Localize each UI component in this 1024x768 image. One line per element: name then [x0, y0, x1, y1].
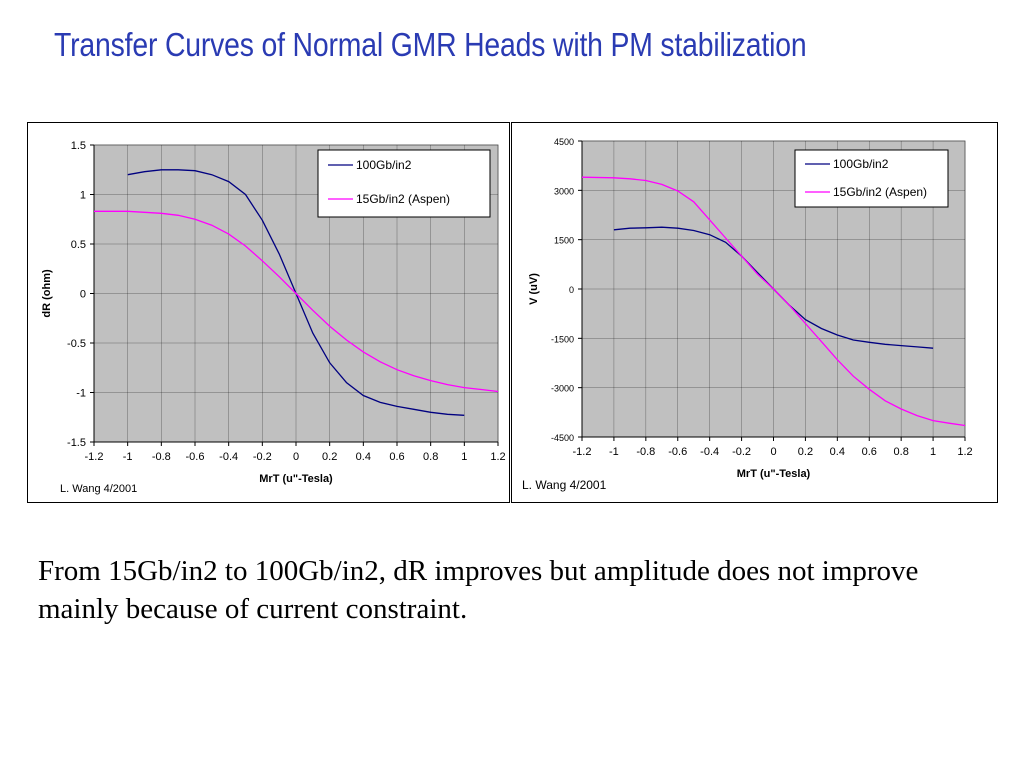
- x-tick-label: 1.2: [957, 446, 972, 458]
- x-tick-label: 0.6: [389, 451, 404, 463]
- y-tick-label: 4500: [554, 137, 574, 147]
- legend: [317, 149, 491, 218]
- x-tick-label: 1.2: [490, 451, 505, 463]
- chart-dr-svg: -1.2 -1 -0.8 -0.6 -0.4 -0.2 0 0.2 0.4 0.6 0.8 1 1.2 1…: [41, 140, 506, 485]
- legend-entry: 100Gb/in2: [833, 157, 889, 171]
- legend-entry: 15Gb/in2 (Aspen): [356, 192, 450, 206]
- x-tick-label: 0.4: [356, 451, 371, 463]
- x-axis-label: MrT (u"-Tesla): [737, 468, 811, 480]
- y-tick-label: -0.5: [67, 338, 86, 350]
- x-tick-label: 0.8: [894, 446, 909, 458]
- x-tick-label: 0: [770, 446, 776, 458]
- chart-credit: L. Wang 4/2001: [522, 478, 607, 492]
- x-tick-label: 0.8: [423, 451, 438, 463]
- y-tick-label: 0: [569, 285, 574, 295]
- y-tick-label: -3000: [551, 384, 574, 394]
- y-tick-label: 1: [80, 190, 86, 202]
- y-axis-label: dR (ohm): [41, 269, 53, 318]
- legend: [794, 149, 949, 208]
- y-tick-label: 1500: [554, 236, 574, 246]
- y-tick-label: 1.5: [71, 140, 86, 152]
- x-tick-label: 0.2: [322, 451, 337, 463]
- x-tick-label: 0.4: [830, 446, 845, 458]
- x-axis-label: MrT (u"-Tesla): [259, 473, 333, 485]
- y-tick-label: 0.5: [71, 239, 86, 251]
- chart-voltage-svg: -1.2 -1 -0.8 -0.6 -0.4 -0.2 0 0.2 0.4 0.6 0.8 1 1.2 4…: [528, 137, 973, 480]
- y-tick-label: 3000: [554, 186, 574, 196]
- x-tick-label: -0.4: [700, 446, 719, 458]
- legend-entry: 15Gb/in2 (Aspen): [833, 185, 927, 199]
- x-tick-label: -0.8: [152, 451, 171, 463]
- chart-voltage-transfer-curve: -1.2 -1 -0.8 -0.6 -0.4 -0.2 0 0.2 0.4 0.6 0.8 1 1.2 4…: [511, 122, 998, 503]
- x-tick-label: 0.6: [862, 446, 877, 458]
- x-tick-label: -0.4: [219, 451, 238, 463]
- y-tick-label: -1: [76, 388, 86, 400]
- x-tick-label: -1.2: [573, 446, 592, 458]
- x-tick-label: -0.6: [186, 451, 205, 463]
- y-tick-label: -4500: [551, 433, 574, 443]
- series-line: [94, 210, 499, 393]
- chart-credit: L. Wang 4/2001: [60, 483, 138, 495]
- x-tick-label: 1: [930, 446, 936, 458]
- x-tick-label: -1.2: [85, 451, 104, 463]
- x-tick-label: -0.6: [668, 446, 687, 458]
- x-tick-label: -1: [123, 451, 133, 463]
- y-tick-label: 0: [80, 289, 86, 301]
- x-tick-label: -0.2: [732, 446, 751, 458]
- body-text: From 15Gb/in2 to 100Gb/in2, dR improves …: [38, 555, 919, 625]
- y-tick-label: -1500: [551, 334, 574, 344]
- chart-dr-transfer-curve: -1.2 -1 -0.8 -0.6 -0.4 -0.2 0 0.2 0.4 0.6 0.8 1 1.2 1…: [27, 122, 510, 503]
- x-tick-label: 0.2: [798, 446, 813, 458]
- x-tick-label: 0: [293, 451, 299, 463]
- x-tick-label: -1: [609, 446, 619, 458]
- legend-entry: 100Gb/in2: [356, 158, 412, 172]
- series-line: [581, 176, 966, 427]
- slide-title: Transfer Curves of Normal GMR Heads with…: [54, 26, 807, 63]
- y-tick-label: -1.5: [67, 437, 86, 449]
- x-tick-label: -0.8: [636, 446, 655, 458]
- x-tick-label: 1: [461, 451, 467, 463]
- y-axis-label: V (uV): [528, 273, 540, 305]
- x-tick-label: -0.2: [253, 451, 272, 463]
